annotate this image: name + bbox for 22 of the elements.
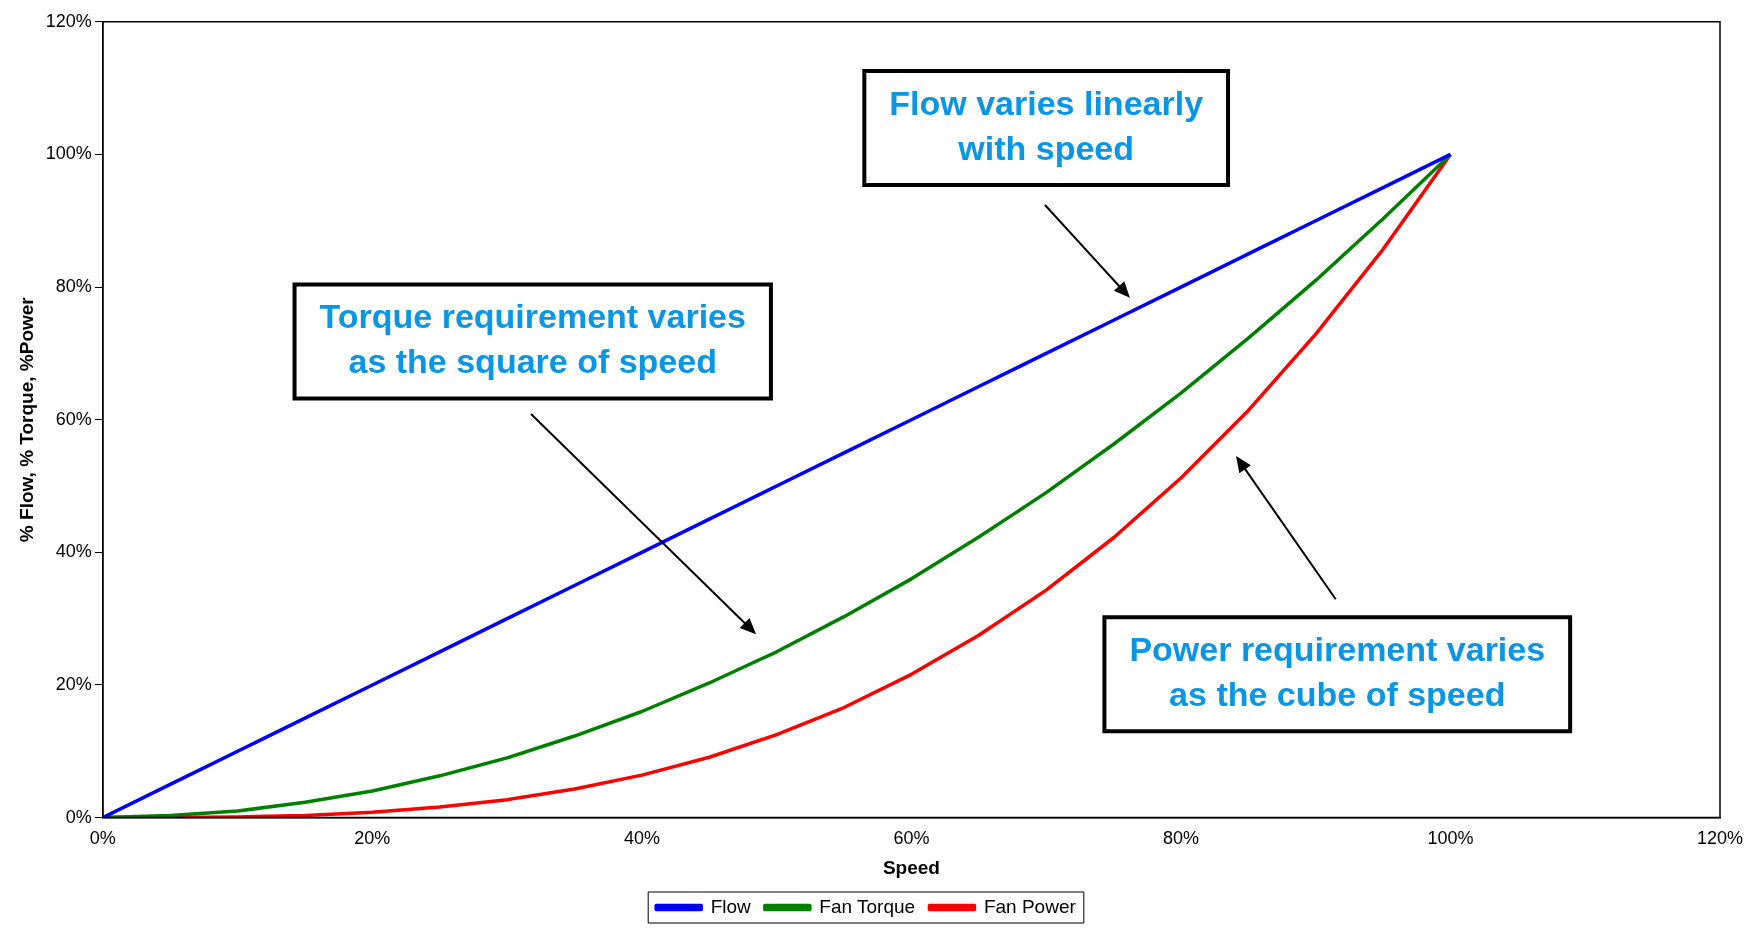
y-tick-label: 0%	[65, 806, 92, 827]
annotation: Torque requirement varies as the square of speed	[319, 297, 746, 381]
x-tick-label: 100%	[1427, 828, 1474, 849]
y-tick-label: 120%	[45, 10, 92, 31]
legend-label: Fan Torque	[819, 895, 916, 917]
x-tick-label: 0%	[89, 828, 116, 849]
y-axis-title: % Flow, % Torque, %Power	[15, 296, 37, 543]
x-tick-label: 120%	[1696, 828, 1744, 849]
annotation: Flow varies linearly with speed	[889, 83, 1204, 167]
annotation: Power requirement varies as the cube of speed	[1129, 630, 1546, 714]
y-tick-label: 40%	[55, 541, 92, 562]
x-tick-label: 40%	[623, 828, 660, 849]
legend-label: Fan Power	[983, 895, 1077, 917]
y-tick-label: 20%	[55, 673, 92, 694]
y-tick-label: 100%	[45, 143, 92, 164]
legend-label: Flow	[710, 895, 752, 917]
x-axis-title: Speed	[882, 856, 940, 878]
x-tick-label: 80%	[1162, 828, 1199, 849]
x-tick-label: 20%	[354, 828, 391, 849]
x-tick-label: 60%	[893, 828, 930, 849]
y-tick-label: 60%	[55, 408, 92, 429]
y-tick-label: 80%	[55, 276, 92, 297]
